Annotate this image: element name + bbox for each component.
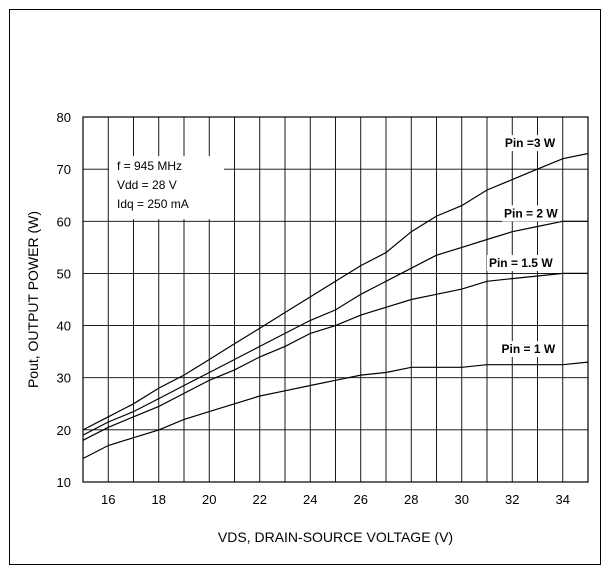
y-tick-label: 50 xyxy=(57,266,71,281)
series-label-text: Pin =3 W xyxy=(505,136,556,150)
x-tick-label: 30 xyxy=(455,492,469,507)
plot-area-border xyxy=(82,116,589,483)
x-tick-label: 18 xyxy=(152,492,166,507)
series-label-background xyxy=(486,255,556,271)
series-label-text: Pin = 2 W xyxy=(504,206,558,220)
series-label: Pin = 1 W xyxy=(499,341,558,358)
y-tick-label: 30 xyxy=(57,371,71,386)
x-axis-title: VDS, DRAIN-SOURCE VOLTAGE (V) xyxy=(218,529,453,545)
series-label: Pin =3 W xyxy=(502,135,558,152)
series-line xyxy=(82,152,589,431)
condition-frequency: f = 945 MHz xyxy=(117,159,182,173)
y-axis-ticks: 10 20 30 40 50 60 70 80 xyxy=(57,110,71,490)
series-lines xyxy=(82,152,589,460)
x-tick-label: 24 xyxy=(303,492,317,507)
y-tick-label: 70 xyxy=(57,162,71,177)
series-label-text: Pin = 1 W xyxy=(501,342,555,356)
x-tick-label: 28 xyxy=(404,492,418,507)
y-tick-label: 60 xyxy=(57,214,71,229)
figure-frame xyxy=(9,9,601,565)
y-tick-label: 80 xyxy=(57,110,71,125)
series-label-background xyxy=(499,341,558,358)
condition-idq: Idq = 250 mA xyxy=(117,197,189,211)
series-label: Pin = 2 W xyxy=(502,205,561,222)
series-label: Pin = 1.5 W xyxy=(486,255,556,271)
series-label-background xyxy=(502,135,558,152)
x-tick-label: 20 xyxy=(202,492,216,507)
series-label-text: Pin = 1.5 W xyxy=(489,256,553,270)
x-tick-label: 22 xyxy=(253,492,267,507)
series-label-background xyxy=(502,205,561,222)
y-tick-label: 10 xyxy=(57,475,71,490)
series-labels: Pin =3 W Pin = 2 W Pin = 1.5 W Pin = 1 W xyxy=(486,135,561,358)
series-line xyxy=(82,272,588,441)
conditions-box-background xyxy=(109,156,224,220)
x-tick-label: 32 xyxy=(505,492,519,507)
condition-vdd: Vdd = 28 V xyxy=(117,178,177,192)
x-tick-label: 26 xyxy=(354,492,368,507)
y-axis-title: Pout, OUTPUT POWER (W) xyxy=(25,211,41,388)
series-line xyxy=(82,361,589,460)
x-axis-ticks: 16 18 20 22 24 26 28 30 32 34 xyxy=(101,492,570,507)
x-tick-label: 16 xyxy=(101,492,115,507)
y-tick-label: 40 xyxy=(57,319,71,334)
series-line xyxy=(82,220,588,436)
x-tick-label: 34 xyxy=(556,492,570,507)
y-tick-label: 20 xyxy=(57,423,71,438)
